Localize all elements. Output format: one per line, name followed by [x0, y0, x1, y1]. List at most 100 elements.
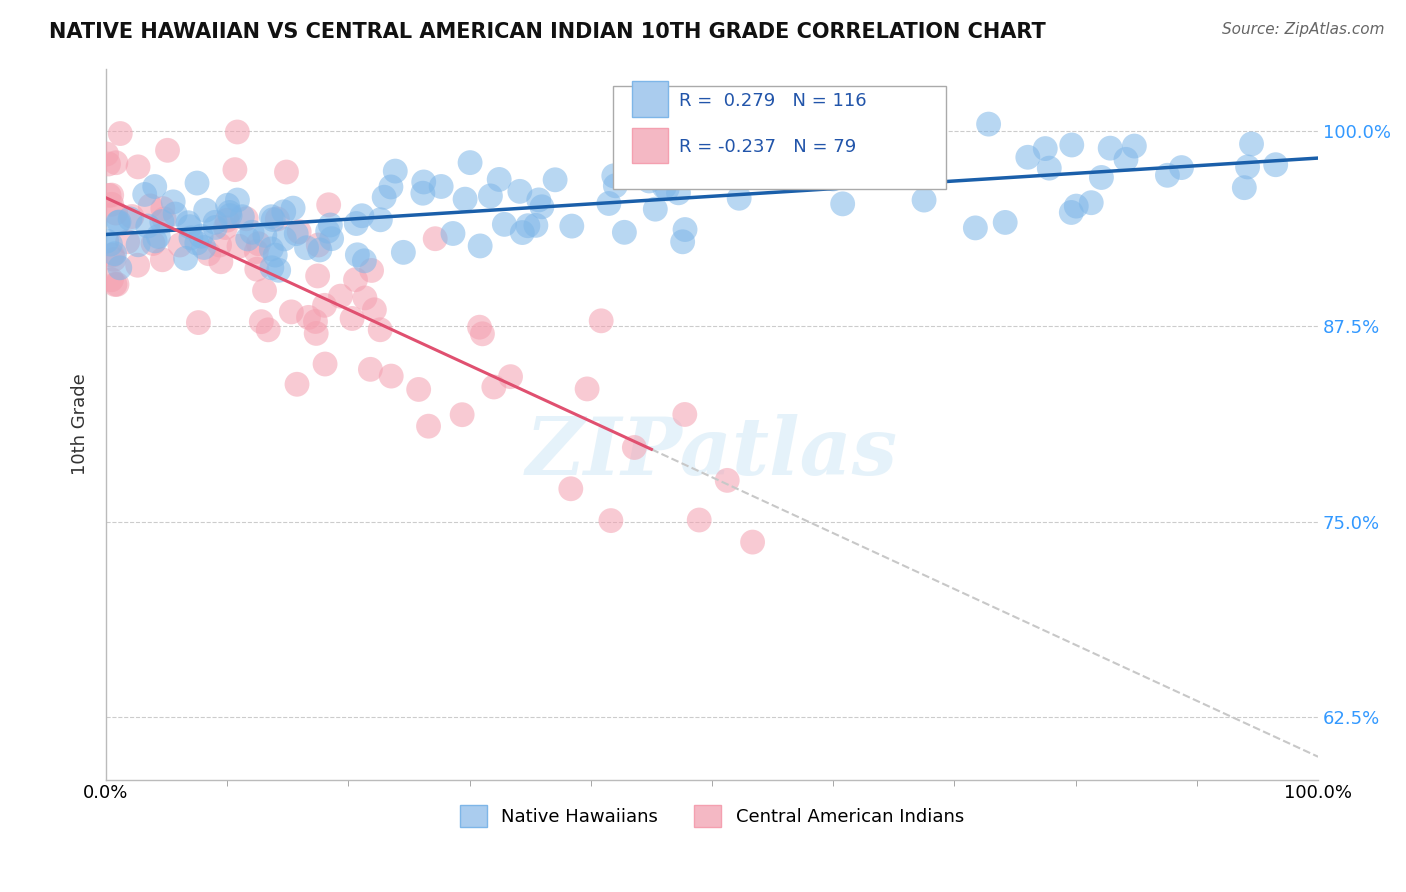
- Point: [304, 314, 326, 328]
- Point: [468, 320, 491, 334]
- Point: [359, 362, 381, 376]
- Point: [561, 219, 583, 233]
- Point: [470, 239, 492, 253]
- Point: [482, 380, 505, 394]
- Text: Source: ZipAtlas.com: Source: ZipAtlas.com: [1222, 22, 1385, 37]
- Point: [260, 260, 283, 275]
- Point: [1033, 142, 1056, 156]
- Point: [605, 178, 627, 193]
- Point: [177, 216, 200, 230]
- Point: [262, 212, 284, 227]
- Point: [127, 237, 149, 252]
- Point: [516, 219, 538, 233]
- Point: [524, 219, 547, 233]
- Point: [314, 357, 336, 371]
- Point: [613, 225, 636, 239]
- Point: [219, 209, 242, 223]
- Point: [346, 248, 368, 262]
- Point: [638, 174, 661, 188]
- Point: [363, 302, 385, 317]
- Point: [186, 176, 208, 190]
- Point: [156, 144, 179, 158]
- Point: [471, 326, 494, 341]
- Point: [103, 252, 125, 267]
- Point: [716, 474, 738, 488]
- Point: [1064, 199, 1087, 213]
- Point: [458, 155, 481, 169]
- Point: [217, 198, 239, 212]
- Point: [751, 154, 773, 169]
- Point: [912, 193, 935, 207]
- Point: [204, 220, 226, 235]
- Point: [104, 206, 127, 220]
- Point: [96, 234, 118, 248]
- Point: [354, 291, 377, 305]
- Point: [100, 273, 122, 287]
- Point: [344, 273, 367, 287]
- Point: [139, 199, 162, 213]
- Point: [101, 248, 124, 262]
- Point: [214, 220, 236, 235]
- Point: [668, 186, 690, 200]
- Point: [193, 240, 215, 254]
- Point: [150, 214, 173, 228]
- Point: [321, 232, 343, 246]
- Point: [1090, 170, 1112, 185]
- Point: [1115, 153, 1137, 167]
- Point: [288, 225, 311, 239]
- FancyBboxPatch shape: [633, 128, 668, 163]
- Point: [246, 262, 269, 277]
- Point: [150, 252, 173, 267]
- Point: [591, 314, 613, 328]
- Point: [603, 169, 626, 183]
- Point: [683, 169, 706, 184]
- Point: [108, 215, 131, 229]
- Point: [329, 289, 352, 303]
- Y-axis label: 10th Grade: 10th Grade: [72, 373, 89, 475]
- Point: [1233, 180, 1256, 194]
- Point: [1264, 158, 1286, 172]
- Point: [100, 188, 122, 202]
- Point: [728, 191, 751, 205]
- Point: [136, 219, 159, 233]
- Point: [103, 246, 125, 260]
- Point: [267, 263, 290, 277]
- Point: [454, 192, 477, 206]
- Point: [152, 202, 174, 216]
- Point: [153, 211, 176, 226]
- Point: [260, 242, 283, 256]
- Point: [314, 298, 336, 312]
- Point: [657, 182, 679, 196]
- Point: [893, 147, 915, 161]
- Point: [257, 323, 280, 337]
- Point: [544, 173, 567, 187]
- Point: [218, 205, 240, 219]
- Point: [353, 253, 375, 268]
- Point: [1017, 150, 1039, 164]
- Point: [104, 155, 127, 169]
- Point: [105, 277, 128, 292]
- Point: [142, 236, 165, 251]
- Point: [380, 180, 402, 194]
- Point: [494, 218, 516, 232]
- Point: [305, 326, 328, 341]
- Point: [1123, 139, 1146, 153]
- Point: [994, 215, 1017, 229]
- Point: [1080, 195, 1102, 210]
- Point: [1240, 136, 1263, 151]
- Point: [127, 258, 149, 272]
- Point: [652, 180, 675, 194]
- Point: [143, 179, 166, 194]
- Point: [673, 408, 696, 422]
- Text: R =  0.279   N = 116: R = 0.279 N = 116: [679, 92, 868, 110]
- Point: [266, 211, 288, 226]
- Point: [418, 419, 440, 434]
- Point: [530, 200, 553, 214]
- Point: [190, 229, 212, 244]
- Point: [169, 238, 191, 252]
- Point: [451, 408, 474, 422]
- Point: [412, 186, 434, 201]
- Point: [285, 227, 308, 241]
- Point: [672, 235, 695, 249]
- Point: [226, 193, 249, 207]
